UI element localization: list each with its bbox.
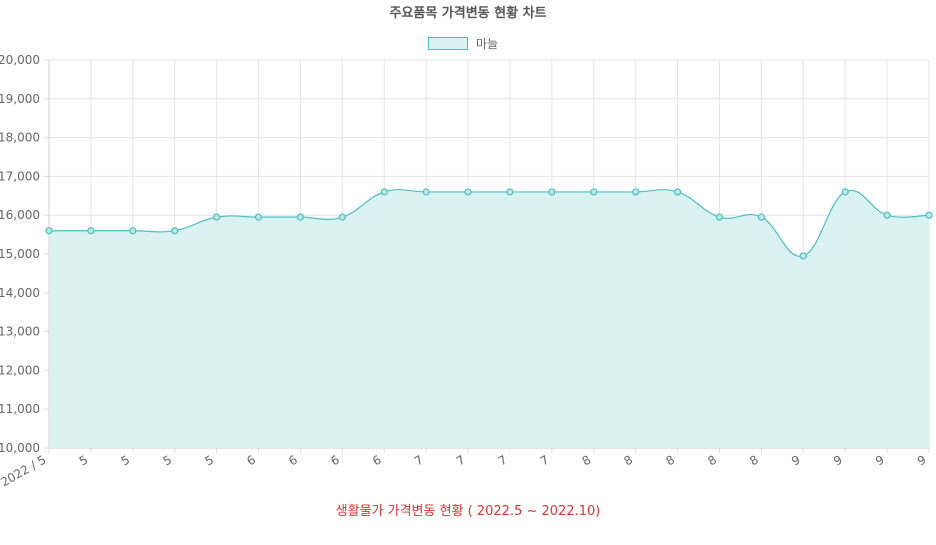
data-point [87, 227, 95, 235]
x-tick-label: 5 [119, 452, 133, 468]
y-tick-label: 12,000 [0, 363, 40, 377]
data-point [799, 252, 807, 260]
data-point [757, 213, 765, 221]
data-point [45, 227, 53, 235]
y-tick-label: 10,000 [0, 441, 40, 455]
series-line [49, 189, 930, 257]
x-tick-label: 7 [538, 452, 552, 468]
y-tick-label: 19,000 [0, 92, 40, 106]
y-tick-label: 17,000 [0, 169, 40, 183]
chart-title: 주요품목 가격변동 현황 차트 [389, 6, 547, 21]
x-tick-label: 6 [286, 452, 300, 468]
data-point [129, 227, 137, 235]
data-point [715, 213, 724, 221]
data-point [213, 213, 221, 221]
x-tick-label: 8 [663, 452, 677, 468]
y-tick-label: 20,000 [0, 53, 40, 67]
data-point [883, 211, 891, 219]
data-point [296, 213, 305, 221]
x-tick-label: 8 [622, 452, 636, 468]
y-tick-label: 16,000 [0, 208, 40, 222]
data-point [506, 188, 514, 196]
x-tick-label: 2022 / 5 [0, 452, 49, 489]
x-tick-label: 8 [705, 452, 719, 468]
series-area [49, 189, 929, 448]
x-tick-label: 7 [412, 452, 426, 468]
x-tick-label: 7 [496, 452, 510, 468]
x-tick-label: 5 [77, 452, 91, 468]
y-tick-label: 14,000 [0, 286, 40, 300]
x-tick-label: 9 [915, 452, 929, 468]
data-point [380, 188, 388, 196]
data-point [422, 188, 430, 196]
data-point [925, 211, 933, 219]
data-point [590, 188, 598, 196]
legend-swatch [428, 37, 468, 50]
x-tick-label: 5 [161, 452, 175, 468]
legend-label: 마늘 [476, 37, 499, 51]
data-point [254, 213, 263, 221]
y-tick-label: 13,000 [0, 325, 40, 339]
data-point [632, 188, 640, 196]
x-tick-label: 5 [203, 452, 217, 468]
x-tick-label: 6 [370, 452, 384, 468]
x-tick-label: 8 [580, 452, 594, 468]
data-point [464, 188, 472, 196]
data-point [338, 213, 346, 221]
x-tick-label: 6 [328, 452, 342, 468]
chart-footer: 생활물가 가격변동 현황 ( 2022.5 ~ 2022.10) [335, 504, 601, 519]
x-tick-label: 9 [873, 452, 887, 468]
y-tick-label: 11,000 [0, 402, 40, 416]
x-tick-label: 8 [747, 452, 761, 468]
x-tick-label: 9 [789, 452, 803, 468]
legend[interactable]: 마늘 [428, 35, 498, 52]
x-tick-label: 7 [454, 452, 468, 468]
x-tick-label: 9 [831, 452, 845, 468]
data-point [171, 227, 179, 235]
x-tick-label: 6 [244, 452, 258, 468]
y-tick-label: 18,000 [0, 131, 40, 145]
data-point [548, 188, 556, 196]
data-point [841, 188, 849, 196]
y-tick-label: 15,000 [0, 247, 40, 261]
data-point [673, 188, 682, 196]
